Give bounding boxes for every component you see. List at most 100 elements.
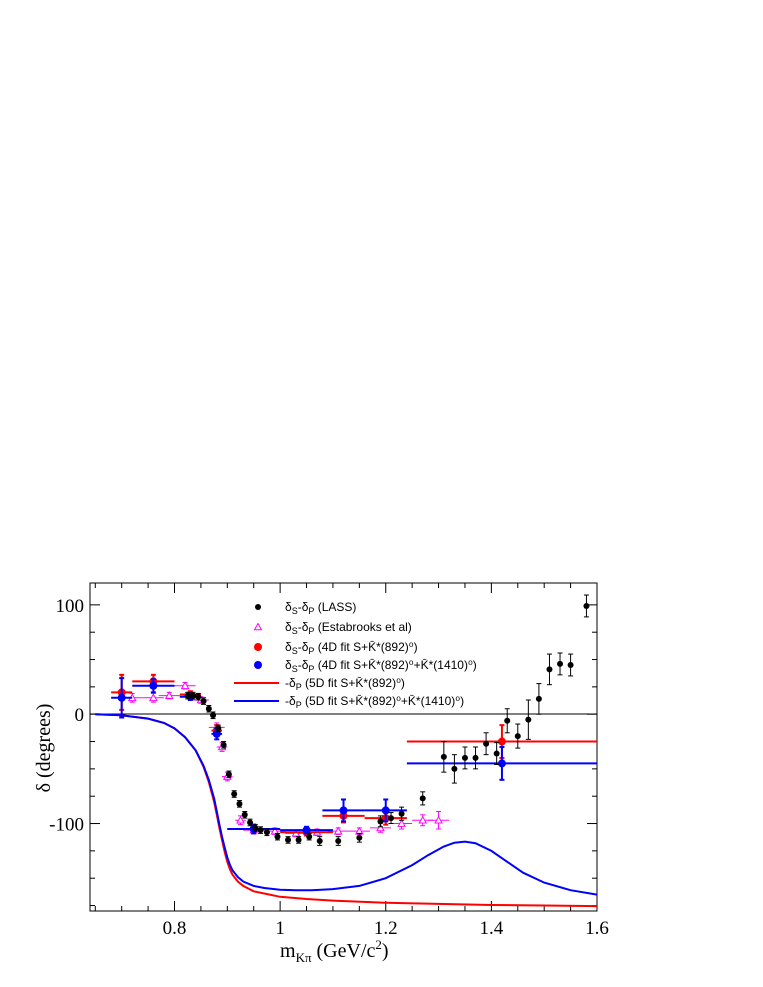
lass-marker <box>535 695 542 702</box>
estabrooks-point <box>142 692 164 703</box>
lass-point <box>472 746 479 770</box>
lass-marker <box>483 740 490 747</box>
lass-marker <box>295 836 302 843</box>
lass-marker <box>215 725 222 732</box>
lass-point <box>567 653 574 677</box>
fit4d_blue-point <box>280 825 333 835</box>
lass-point <box>195 692 202 701</box>
lass-marker <box>263 829 270 836</box>
estabrooks-marker <box>333 826 343 835</box>
lass-point <box>388 812 395 825</box>
y-tick-label: 0 <box>75 705 85 726</box>
x-tick-label: 1.6 <box>585 918 609 939</box>
lass-point <box>419 791 426 806</box>
lass-point <box>306 832 313 841</box>
lass-point <box>483 732 490 756</box>
lass-marker <box>225 771 232 778</box>
lass-marker <box>306 833 313 840</box>
lass-point <box>263 828 270 837</box>
lass-marker <box>356 834 363 841</box>
x-axis-title: mKπ (GeV/c2) <box>280 937 389 965</box>
lass-point <box>285 836 292 844</box>
lass-marker <box>557 660 564 667</box>
fit4d_blue-point <box>111 677 133 719</box>
fit5d_blue-curve <box>95 713 598 896</box>
legend-entry-fit5d_red: -δP (5D fit S+K̄*(892)⁰) <box>234 676 405 692</box>
estabrooks-point <box>235 815 246 826</box>
lass-marker <box>398 810 405 817</box>
legend-label: -δP (5D fit S+K̄*(892)⁰) <box>285 676 405 692</box>
lass-point <box>440 741 447 773</box>
lass-point <box>257 826 264 834</box>
x-axis-title-close: ) <box>382 940 389 962</box>
lass-marker <box>514 733 521 740</box>
y-tick-label: -100 <box>49 815 84 836</box>
lass-marker <box>335 838 342 845</box>
lass-marker <box>493 750 500 757</box>
lass-marker <box>189 692 196 699</box>
lass-marker <box>210 712 217 719</box>
lass-marker <box>285 836 292 843</box>
estabrooks-marker <box>418 815 428 824</box>
estabrooks-marker <box>236 815 245 824</box>
lass-marker <box>504 717 511 724</box>
lass-point <box>205 704 212 713</box>
legend-entry-fit4d_blue: δS-δP (4D fit S+K̄*(892)⁰+K̄*(1410)⁰) <box>254 658 477 674</box>
legend: δS-δP (LASS) δS-δP (Estabrooks et al) δS-δ… <box>234 600 477 710</box>
legend-entry-fit4d_red: δS-δP (4D fit S+K̄*(892)⁰) <box>254 640 418 656</box>
lass-marker <box>241 811 248 818</box>
legend-label: δS-δP (LASS) <box>285 600 356 616</box>
x-axis-title-units: (GeV/c <box>312 940 376 962</box>
lass-point <box>377 815 384 828</box>
lass-marker <box>205 705 212 712</box>
lass-point <box>231 790 238 798</box>
lass-point <box>514 723 521 749</box>
lass-point <box>274 832 281 841</box>
lass-point <box>316 836 323 846</box>
lass-marker <box>236 800 243 807</box>
estabrooks-point <box>327 826 349 835</box>
estabrooks-point <box>428 811 450 830</box>
lass-marker <box>451 765 458 772</box>
lass-point <box>200 697 207 705</box>
lass-point <box>189 691 196 700</box>
legend-entry-lass: δS-δP (LASS) <box>255 600 356 616</box>
x-axis-title-sub: Kπ <box>296 950 312 965</box>
tick-labels: 0.8 1 1.2 1.4 1.6 100 0 -100 <box>49 596 609 939</box>
fit4d_blue-marker <box>381 806 390 815</box>
x-tick-label: 1 <box>275 918 285 939</box>
lass-marker <box>567 662 574 668</box>
legend-label: δS-δP (Estabrooks et al) <box>285 620 412 636</box>
lass-marker <box>247 819 254 826</box>
lass-point <box>461 746 468 770</box>
fit4d_blue-point <box>132 678 175 694</box>
lass-point <box>546 653 553 686</box>
lass-point <box>220 741 227 749</box>
legend-marker <box>254 643 262 651</box>
fit4d_blue-marker <box>149 681 158 690</box>
fit4d_red-marker <box>497 737 506 746</box>
lass-marker <box>377 818 384 825</box>
fit4d_blue-point <box>364 798 407 823</box>
lass-marker <box>525 716 532 723</box>
lass-marker <box>220 741 227 748</box>
lass-marker <box>257 827 264 834</box>
lass-point <box>252 824 259 832</box>
lass-marker <box>184 692 191 699</box>
lass-point <box>356 832 363 843</box>
x-axis-title-main: m <box>280 940 296 962</box>
legend-marker <box>253 622 263 631</box>
legend-marker <box>255 604 261 610</box>
legend-label: -δP (5D fit S+K̄*(892)⁰+K̄*(1410)⁰) <box>285 694 464 710</box>
estabrooks-marker <box>376 823 385 832</box>
plot-frame <box>89 582 598 912</box>
lass-point <box>557 652 564 676</box>
lass-point <box>184 691 191 700</box>
fit4d_blue-point <box>322 798 365 823</box>
lass-marker <box>583 602 590 609</box>
estabrooks-point <box>174 681 196 690</box>
lass-marker <box>546 666 553 673</box>
fit-curves <box>95 713 598 908</box>
estabrooks-marker <box>434 815 443 824</box>
lass-point <box>241 811 248 819</box>
